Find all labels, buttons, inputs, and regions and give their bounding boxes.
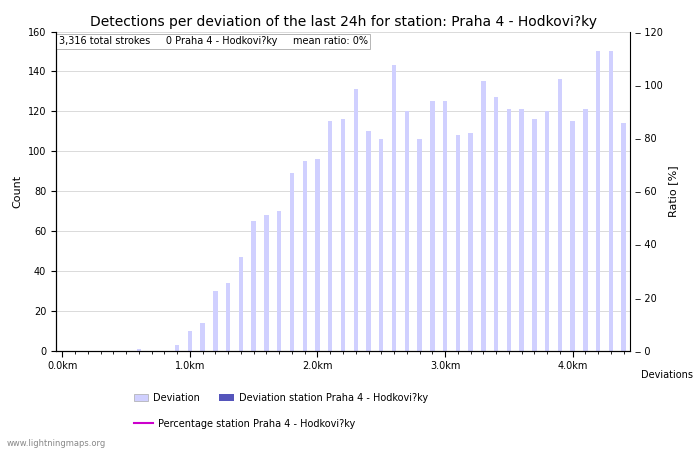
Bar bbox=[405, 112, 409, 351]
Bar bbox=[136, 349, 141, 351]
Bar bbox=[507, 109, 511, 351]
Bar bbox=[608, 51, 613, 351]
Bar bbox=[188, 331, 193, 351]
Text: Deviations: Deviations bbox=[641, 370, 694, 380]
Bar bbox=[277, 211, 281, 351]
Y-axis label: Ratio [%]: Ratio [%] bbox=[668, 166, 678, 217]
Bar bbox=[264, 215, 269, 351]
Bar bbox=[558, 79, 562, 351]
Title: Detections per deviation of the last 24h for station: Praha 4 - Hodkovi?ky: Detections per deviation of the last 24h… bbox=[90, 15, 596, 29]
Bar bbox=[354, 90, 358, 351]
Y-axis label: Count: Count bbox=[12, 175, 22, 208]
Bar bbox=[315, 159, 320, 351]
Bar bbox=[175, 345, 179, 351]
Bar bbox=[545, 112, 550, 351]
Bar bbox=[519, 109, 524, 351]
Bar bbox=[622, 123, 626, 351]
Bar bbox=[200, 323, 205, 351]
Bar bbox=[417, 140, 422, 351]
Bar bbox=[328, 122, 332, 351]
Bar bbox=[239, 257, 243, 351]
Bar bbox=[226, 283, 230, 351]
Legend: Percentage station Praha 4 - Hodkovi?ky: Percentage station Praha 4 - Hodkovi?ky bbox=[130, 414, 359, 432]
Bar bbox=[302, 161, 307, 351]
Text: www.lightningmaps.org: www.lightningmaps.org bbox=[7, 439, 106, 448]
Bar bbox=[366, 131, 371, 351]
Bar bbox=[583, 109, 587, 351]
Bar bbox=[494, 97, 498, 351]
Bar bbox=[481, 81, 486, 351]
Bar bbox=[430, 101, 435, 351]
Bar bbox=[214, 291, 218, 351]
Bar bbox=[290, 173, 294, 351]
Bar bbox=[392, 65, 396, 351]
Bar bbox=[532, 119, 537, 351]
Bar bbox=[443, 101, 447, 351]
Bar bbox=[341, 119, 345, 351]
Bar bbox=[456, 135, 460, 351]
Bar bbox=[596, 51, 601, 351]
Bar bbox=[251, 221, 256, 351]
Text: 3,316 total strokes     0 Praha 4 - Hodkovi?ky     mean ratio: 0%: 3,316 total strokes 0 Praha 4 - Hodkovi?… bbox=[59, 36, 368, 46]
Bar bbox=[468, 133, 472, 351]
Bar bbox=[570, 122, 575, 351]
Bar bbox=[379, 140, 384, 351]
